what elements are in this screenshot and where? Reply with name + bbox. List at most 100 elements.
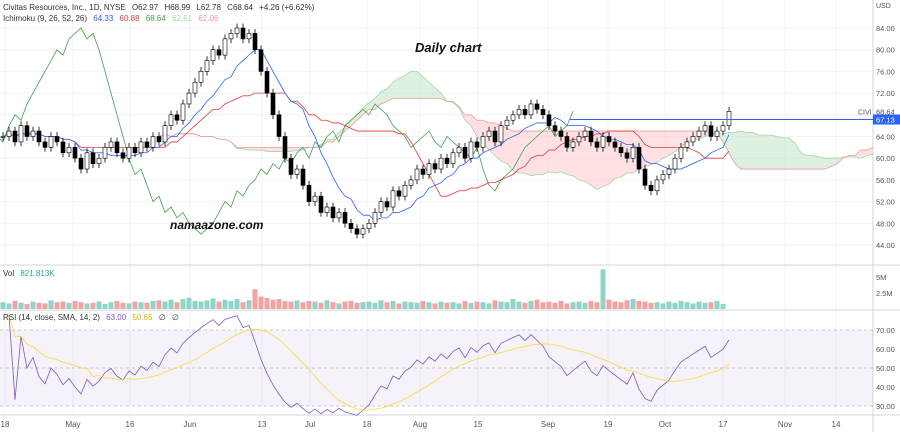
price-tick-label: 60.00 (876, 154, 895, 163)
candle (564, 136, 570, 148)
volume-bar (66, 302, 72, 309)
volume-bar (504, 302, 510, 309)
volume-bar (510, 299, 516, 309)
ichimoku-cloud-segment (771, 135, 777, 170)
ichimoku-cloud-segment (663, 131, 669, 159)
candle (672, 157, 678, 170)
volume-bar (690, 303, 696, 309)
candle (324, 206, 330, 213)
rsi-ma-value: 50.65 (132, 313, 153, 322)
candle (330, 206, 336, 219)
volume-bar (12, 300, 18, 309)
ichimoku-cloud-segment (291, 147, 297, 152)
volume-bar (366, 301, 372, 309)
candle (360, 228, 366, 235)
candle (120, 152, 126, 159)
volume-bar (630, 299, 636, 309)
ichimoku-cloud-segment (537, 131, 543, 175)
ichimoku-cloud-segment (825, 158, 831, 170)
candle (54, 136, 60, 143)
candle (708, 125, 714, 137)
volume-bar (450, 302, 456, 309)
ichimoku-cloud-segment (735, 131, 741, 170)
symbol-legend: Civitas Resources, Inc., 1D, NYSE O62.97… (3, 3, 318, 12)
rsi-tick-label: 70.00 (876, 326, 895, 335)
ichimoku-cloud-segment (555, 131, 561, 174)
candle (648, 185, 654, 192)
volume-bar (120, 302, 126, 309)
candle (342, 212, 348, 224)
volume-bar (102, 304, 108, 309)
candle (192, 81, 198, 94)
candle (12, 130, 18, 143)
ichimoku-cloud-segment (669, 131, 675, 156)
volume-bar (642, 301, 648, 309)
candle (450, 152, 456, 164)
rsi-line (8, 314, 730, 416)
candle (510, 114, 516, 121)
ichimoku-cloud-segment (351, 114, 357, 126)
rsi-legend[interactable]: RSI (14, close, SMA, 14, 2) 63.00 50.65 … (3, 313, 183, 322)
volume-bar (648, 302, 654, 309)
candle (396, 190, 402, 197)
ichimoku-cloud-segment (753, 132, 759, 170)
ichimoku-cloud-segment (627, 131, 633, 174)
ichimoku-cloud-segment (393, 78, 399, 99)
volume-bar (18, 302, 24, 309)
volume-bar (246, 300, 252, 309)
volume-bar (444, 302, 450, 309)
ichimoku-cloud-segment (417, 71, 423, 99)
volume-bar (54, 302, 60, 309)
candle (126, 147, 132, 159)
volume-bar (696, 301, 702, 309)
volume-bar (426, 302, 432, 309)
ichimoku-cloud-segment (297, 147, 303, 151)
time-tick-label: 17 (719, 420, 728, 429)
candle (534, 103, 540, 110)
change-value: +4.26 (+6.62%) (259, 3, 315, 12)
time-tick-label: 14 (832, 420, 841, 429)
close-value: C68.64 (227, 3, 253, 12)
rsi-band (0, 330, 873, 406)
volume-bar (162, 301, 168, 309)
candle (312, 195, 318, 202)
volume-bar (114, 300, 120, 309)
time-tick-label: 13 (258, 420, 267, 429)
candle (666, 168, 672, 175)
symbol-info: Civitas Resources, Inc., 1D, NYSE (3, 3, 126, 12)
volume-bar (330, 302, 336, 309)
volume-bar (210, 298, 216, 309)
ichimoku-cloud-segment (657, 131, 663, 163)
volume-bar (708, 302, 714, 309)
candle (144, 141, 150, 148)
price-tick-label: 64.00 (876, 133, 895, 142)
candle (204, 60, 210, 72)
candle (348, 223, 354, 230)
candle (480, 136, 486, 148)
volume-bar (30, 301, 36, 309)
candle (18, 125, 24, 143)
volume-bar (522, 302, 528, 309)
time-tick-label: Sep (541, 420, 556, 429)
volume-bar (678, 300, 684, 309)
volume-bar (588, 300, 594, 309)
volume-bar (144, 302, 150, 309)
candle (48, 136, 54, 148)
rsi-value: 63.00 (106, 313, 127, 322)
ichimoku-cloud-segment (549, 131, 555, 174)
candle (216, 49, 222, 56)
volume-bar (156, 300, 162, 309)
volume-legend[interactable]: Vol 821.813K (3, 269, 59, 278)
ichimoku-cloud-segment (585, 131, 591, 186)
ichimoku-cloud-segment (411, 71, 417, 99)
candle (582, 130, 588, 137)
candle (276, 114, 282, 137)
watermark-annotation: namaazone.com (170, 218, 264, 232)
time-tick-label: Nov (778, 420, 792, 429)
candle (576, 136, 582, 143)
ichimoku-cloud-segment (471, 114, 477, 137)
ichimoku-legend[interactable]: Ichimoku (9, 26, 52, 26) 64.33 60.88 68.… (3, 14, 222, 23)
ichimoku-cloud-segment (513, 131, 519, 174)
time-tick-label: Jul (305, 420, 315, 429)
